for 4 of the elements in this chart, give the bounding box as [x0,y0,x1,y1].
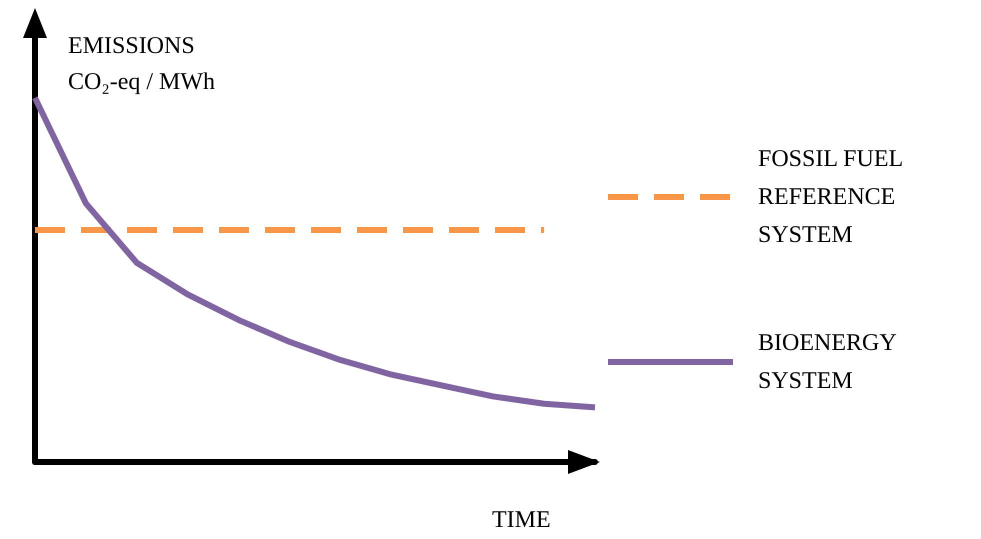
text: BIOENERGY SYSTEM [758,330,897,394]
text: FOSSIL FUEL REFERENCE SYSTEM [758,146,904,248]
y-axis-title: EMISSIONS CO₂-eq / MWh [68,33,216,95]
x-axis-title: TIME [492,507,551,533]
